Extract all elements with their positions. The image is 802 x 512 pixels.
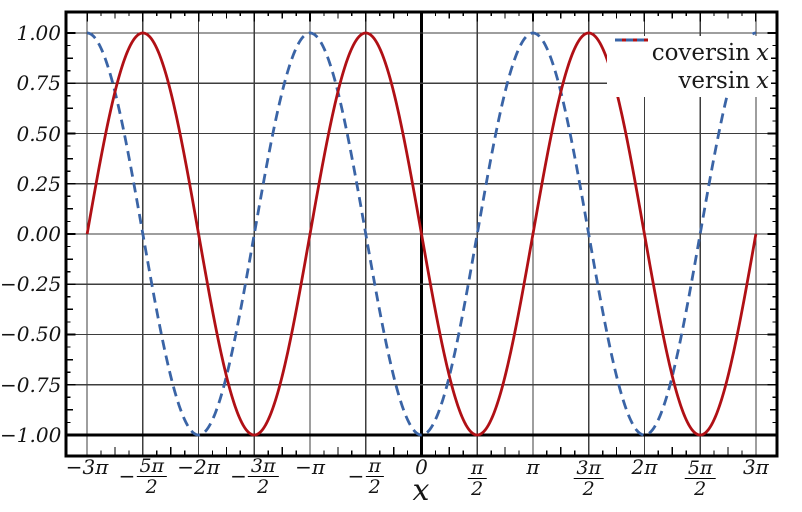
y-tick-label: 0.00	[16, 222, 61, 246]
x-tick-label: 3π 2	[573, 457, 604, 500]
x-tick-label: −3π	[66, 457, 109, 478]
x-tick-text: −2π	[177, 455, 220, 479]
legend-label: versin	[678, 67, 751, 94]
x-tick-label: 5π 2	[684, 457, 716, 500]
legend-entry-versin: versin x	[607, 38, 771, 95]
x-tick-fraction-numerator: 5π	[136, 457, 168, 477]
x-tick-text: 0	[415, 455, 428, 479]
x-tick-minus-sign: −	[347, 464, 365, 488]
curves	[85, 31, 758, 437]
x-tick-fraction-numerator: π	[467, 459, 487, 479]
x-tick-fraction-denominator: 2	[368, 476, 381, 498]
x-tick-fraction-numerator: 3π	[247, 457, 279, 477]
x-tick-label: 0	[415, 457, 428, 478]
y-tick-label: 0.75	[16, 71, 61, 96]
series-coversin-line	[85, 31, 758, 437]
legend-variable: x	[756, 39, 769, 66]
x-tick-fraction-denominator: 2	[582, 478, 595, 500]
x-axis-title: x	[412, 473, 430, 508]
x-tick-fraction-denominator: 2	[145, 476, 158, 498]
x-tick-text: 2π	[631, 455, 658, 479]
x-tick-minus-sign: −	[118, 464, 136, 488]
x-tick-label: 3π	[743, 457, 769, 478]
plot-frame	[64, 10, 779, 458]
x-tick-label: π	[526, 457, 539, 478]
y-tick-label: −0.75	[0, 372, 62, 397]
x-tick-label: − π 2	[347, 457, 384, 498]
x-tick-text: π	[526, 455, 540, 479]
x-tick-fraction-numerator: π	[365, 457, 384, 477]
y-tick-label: −1.00	[0, 422, 62, 447]
x-tick-fraction-numerator: 3π	[573, 459, 604, 479]
x-tick-label: −2π	[177, 457, 220, 478]
x-tick-label: −π	[295, 457, 325, 478]
y-tick-label: −0.50	[0, 322, 62, 347]
x-tick-label: −3π 2	[230, 457, 279, 498]
x-tick-fraction-denominator: 2	[471, 478, 484, 500]
x-tick-fraction-denominator: 2	[257, 476, 270, 498]
y-tick-label: 0.50	[16, 121, 61, 146]
legend-label: coversin	[651, 39, 751, 66]
legend: coversin x versin x	[607, 36, 771, 97]
x-tick-label: 2π	[631, 457, 657, 478]
plot-border	[64, 10, 779, 458]
x-tick-text: −3π	[65, 455, 109, 479]
x-tick-minus-sign: −	[230, 464, 247, 488]
x-tick-text: −π	[295, 455, 325, 479]
y-tick-label: 0.25	[16, 171, 61, 196]
x-tick-fraction-numerator: 5π	[684, 459, 716, 479]
x-tick-label: −5π 2	[118, 457, 168, 498]
legend-variable: x	[756, 67, 769, 94]
y-tick-label: −0.25	[0, 272, 62, 297]
x-tick-fraction-denominator: 2	[694, 478, 707, 500]
legend-line-sample-dashed	[615, 38, 648, 42]
y-tick-label: 1.00	[16, 21, 61, 45]
series-versin-line	[86, 31, 757, 437]
x-tick-text: 3π	[742, 455, 769, 479]
